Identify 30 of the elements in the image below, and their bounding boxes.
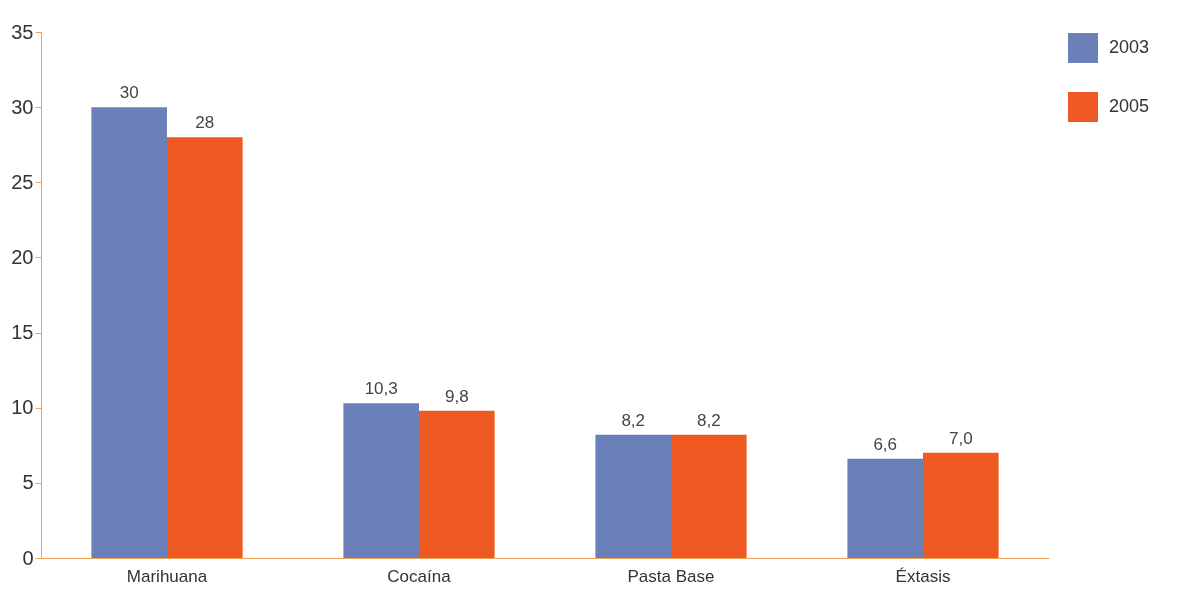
x-tick-label: Éxtasis [895,566,951,586]
y-tick-label: 30 [11,95,34,118]
y-tick-label: 15 [11,321,34,344]
data-label: 6,6 [873,434,898,454]
y-tick-label: 25 [11,170,34,193]
bar [923,452,999,558]
x-tick-label: Cocaína [387,566,452,586]
y-tick-label: 35 [11,20,34,43]
y-tick-label: 20 [11,245,34,268]
bar [419,410,495,558]
bar [91,107,167,558]
data-label: 9,8 [444,386,469,406]
legend-label: 2005 [1109,96,1150,116]
bar [671,434,747,558]
x-tick-label: Marihuana [126,566,208,586]
bar [167,137,243,558]
x-tick-label: Pasta Base [627,566,715,586]
y-tick-label: 10 [11,396,34,419]
bar [847,458,923,558]
legend-label: 2003 [1109,37,1150,57]
data-label: 10,3 [364,379,398,399]
data-label: 30 [119,83,139,103]
data-label: 8,2 [621,410,646,430]
y-tick-label: 0 [22,546,34,569]
data-label: 28 [195,113,215,133]
bar [595,434,671,558]
data-label: 8,2 [696,410,721,430]
bar [343,403,419,558]
y-tick-label: 5 [22,471,34,494]
data-label: 7,0 [948,428,973,448]
